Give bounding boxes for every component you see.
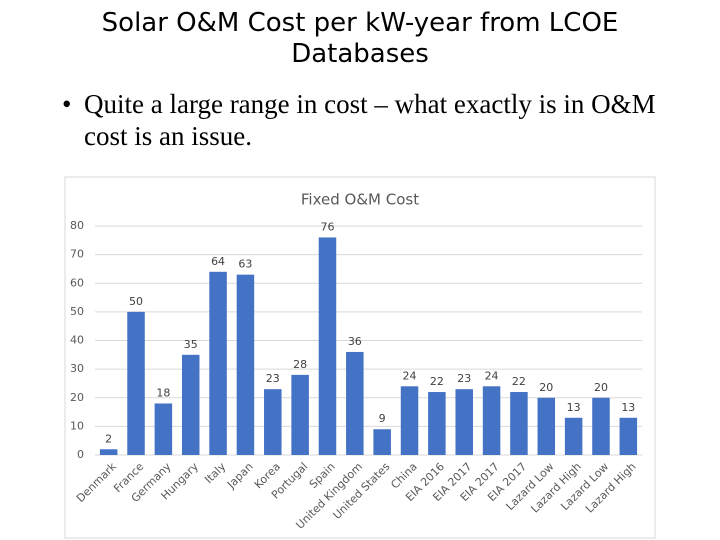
bar: [291, 374, 309, 455]
value-label: 18: [156, 386, 170, 399]
value-label: 9: [379, 412, 386, 425]
value-label: 36: [348, 335, 362, 348]
bar: [127, 311, 145, 455]
bar: [99, 449, 118, 455]
value-label: 24: [485, 369, 499, 382]
bar: [318, 237, 337, 455]
bullet: • Quite a large range in cost – what exac…: [62, 88, 662, 152]
bar: [455, 389, 473, 455]
bullet-dot: •: [62, 89, 72, 119]
value-label: 76: [320, 220, 334, 233]
y-tick-label: 70: [70, 248, 84, 261]
bar: [154, 403, 173, 455]
y-tick-label: 40: [70, 334, 84, 347]
bar: [592, 397, 610, 455]
chart-title: Fixed O&M Cost: [301, 191, 419, 209]
value-label: 63: [238, 258, 252, 271]
value-label: 64: [211, 255, 225, 268]
bar: [373, 429, 391, 455]
bullet-text: Quite a large range in cost – what exact…: [84, 89, 656, 151]
bar: [209, 271, 227, 455]
bar: [400, 386, 419, 455]
y-tick-label: 30: [70, 362, 84, 375]
slide-title: Solar O&M Cost per kW-year from LCOE Dat…: [101, 8, 619, 69]
value-label: 13: [567, 401, 581, 414]
bar: [181, 354, 200, 455]
bar: [264, 389, 282, 455]
bar: [619, 417, 638, 455]
bar: [482, 386, 501, 455]
value-label: 35: [184, 338, 198, 351]
value-label: 22: [430, 375, 444, 388]
value-label: 50: [129, 295, 143, 308]
y-tick-label: 80: [70, 219, 84, 232]
value-label: 23: [457, 372, 471, 385]
y-tick-label: 20: [70, 391, 84, 404]
bar: [428, 392, 446, 455]
bar: [537, 397, 556, 455]
bar: [510, 392, 528, 455]
value-label: 20: [594, 381, 608, 394]
bar: [564, 417, 583, 455]
y-tick-label: 60: [70, 276, 84, 289]
value-label: 23: [266, 372, 280, 385]
y-tick-label: 50: [70, 305, 84, 318]
value-label: 20: [539, 381, 553, 394]
value-label: 28: [293, 358, 307, 371]
y-tick-label: 0: [77, 448, 84, 461]
value-label: 2: [105, 432, 112, 445]
value-label: 22: [512, 375, 526, 388]
y-tick-label: 10: [70, 419, 84, 432]
bar: [236, 274, 255, 455]
value-label: 24: [403, 369, 417, 382]
value-label: 13: [621, 401, 635, 414]
bar: [346, 351, 364, 455]
